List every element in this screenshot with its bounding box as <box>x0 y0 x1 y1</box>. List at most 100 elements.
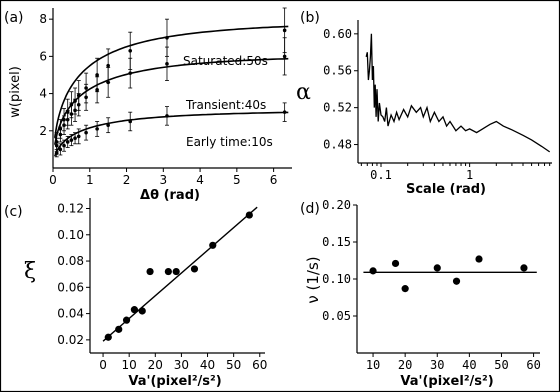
panel-a-data-point <box>165 114 169 118</box>
panel-a-data-point <box>283 29 287 33</box>
panel-d-x-tick-label: 10 <box>366 358 380 372</box>
panel-b-x-tick-label: 0.1 <box>370 168 392 182</box>
panel-a-data-point <box>165 36 169 40</box>
panel-a-y-tick-label: 4 <box>39 87 47 101</box>
panel-d-x-tick-label: 20 <box>398 358 412 372</box>
panel-c-data-point <box>146 268 153 275</box>
panel-c-x-tick-label: 50 <box>226 358 241 372</box>
panel-c-data-point <box>165 268 172 275</box>
panel-c-data-point <box>209 242 216 249</box>
panel-a-data-point <box>95 88 99 92</box>
panel-c-data-point <box>246 211 253 218</box>
panel-d-x-tick-label: 60 <box>526 358 540 372</box>
panel-d-y-label: ν (1/s) <box>304 256 322 303</box>
panel-c-data-point <box>191 265 198 272</box>
panel-c-y-tick-label: 0.10 <box>57 228 84 242</box>
annotation-early-time: Early time:10s <box>186 135 273 149</box>
panel-a-data-point <box>59 133 63 137</box>
panel-d-data-point <box>402 285 409 292</box>
panel-d-y-tick-label: 0.10 <box>322 272 351 286</box>
panel-b-y-label: α <box>296 80 311 105</box>
panel-c-data-point <box>115 326 122 333</box>
panel-c-x-tick-label: 30 <box>174 358 189 372</box>
panel-c-data-point <box>123 317 130 324</box>
panel-a-x-tick-label: 2 <box>123 173 131 187</box>
panel-c-x-tick-label: 0 <box>99 358 107 372</box>
panel-a-x-tick-label: 3 <box>159 173 167 187</box>
panel-c-data-point <box>173 268 180 275</box>
panel-a-data-point <box>95 127 99 131</box>
panel-d-label: (d) <box>300 201 320 217</box>
panel-c-y-tick-label: 0.06 <box>57 280 84 294</box>
panel-a-data-point <box>128 49 132 53</box>
panel-a-data-point <box>73 109 77 113</box>
panel-b-y-tick-label: 0.52 <box>323 101 352 115</box>
panel-c-x-tick-label: 60 <box>252 358 267 372</box>
panel-b-y-tick-label: 0.56 <box>323 64 352 78</box>
panel-c-y-tick-label: 0.12 <box>57 202 84 216</box>
panel-a-data-point <box>106 64 110 68</box>
panel-b-x-label: Scale (rad) <box>406 182 486 197</box>
panel-a-data-point <box>283 55 287 59</box>
panel-b-y-tick-label: 0.48 <box>323 138 352 152</box>
panel-d-data-point <box>453 278 460 285</box>
panel-c-y-tick-label: 0.04 <box>57 307 84 321</box>
panel-d-y-tick-label: 0.15 <box>322 235 351 249</box>
annotation-transient: Transient:40s <box>185 98 266 112</box>
panel-a-data-point <box>106 81 110 85</box>
panel-c-data-point <box>139 307 146 314</box>
panel-a-data-point <box>66 118 70 122</box>
panel-b-y-tick-label: 0.60 <box>323 27 352 41</box>
panel-a-y-tick-label: 6 <box>39 49 47 63</box>
panel-a-data-point <box>77 135 81 139</box>
panel-d-data-point <box>369 267 376 274</box>
panel-a-data-point <box>55 144 59 148</box>
panel-a-label: (a) <box>4 10 24 26</box>
panel-a-data-point <box>106 123 110 127</box>
panel-c-data-point <box>131 306 138 313</box>
panel-c-x-tick-label: 10 <box>122 358 137 372</box>
panel-b-label: (b) <box>300 10 320 26</box>
panel-a-data-point <box>283 110 287 114</box>
panel-a-x-label: Δθ (rad) <box>140 188 200 203</box>
panel-c-x-tick-label: 20 <box>148 358 163 372</box>
panel-d-y-tick-label: 0.20 <box>322 198 351 212</box>
panel-d-x-label: Va'(pixel²/s²) <box>400 374 493 389</box>
panel-a-data-point <box>128 71 132 75</box>
panel-a-data-point <box>73 136 77 140</box>
panel-c-y-tick-label: 0.02 <box>57 333 84 347</box>
panel-a-data-point <box>95 73 99 77</box>
panel-a-data-point <box>62 123 66 127</box>
panel-a-data-point <box>84 131 88 135</box>
panel-a-x-tick-label: 4 <box>196 173 204 187</box>
panel-d-data-point <box>520 264 527 271</box>
panel-a-data-point <box>165 62 169 66</box>
panel-a-data-point <box>55 151 59 155</box>
annotation-saturated: Saturated:50s <box>183 54 268 68</box>
panel-a-data-point <box>77 103 81 107</box>
panel-d-x-tick-label: 50 <box>494 358 508 372</box>
panel-c-label: (c) <box>4 204 23 220</box>
panel-a-x-tick-label: 5 <box>233 173 241 187</box>
panel-a-data-point <box>128 120 132 124</box>
panel-a-x-tick-label: 0 <box>49 173 57 187</box>
panel-a-data-point <box>66 140 70 144</box>
panel-d-x-tick-label: 40 <box>462 358 476 372</box>
panel-a-y-tick-label: 2 <box>39 124 47 138</box>
panel-a-x-tick-label: 1 <box>86 173 94 187</box>
panel-d-data-point <box>392 260 399 267</box>
panel-d-data-point <box>475 255 482 262</box>
panel-a-y-tick-label: 8 <box>39 12 47 26</box>
panel-d-x-tick-label: 30 <box>430 358 444 372</box>
panel-a-data-point <box>62 144 66 148</box>
panel-a-data-point <box>70 112 74 116</box>
panel-c-y-label: ξ <box>24 259 36 284</box>
panel-c-data-point <box>105 334 112 341</box>
panel-d-y-tick-label: 0.05 <box>322 309 351 323</box>
panel-a-x-tick-label: 6 <box>270 173 278 187</box>
panel-c-x-label: Va'(pixel²/s²) <box>128 374 221 389</box>
panel-b-x-tick-label: 1 <box>466 168 473 182</box>
panel-c-x-tick-label: 40 <box>200 358 215 372</box>
panel-a-data-point <box>84 96 88 100</box>
